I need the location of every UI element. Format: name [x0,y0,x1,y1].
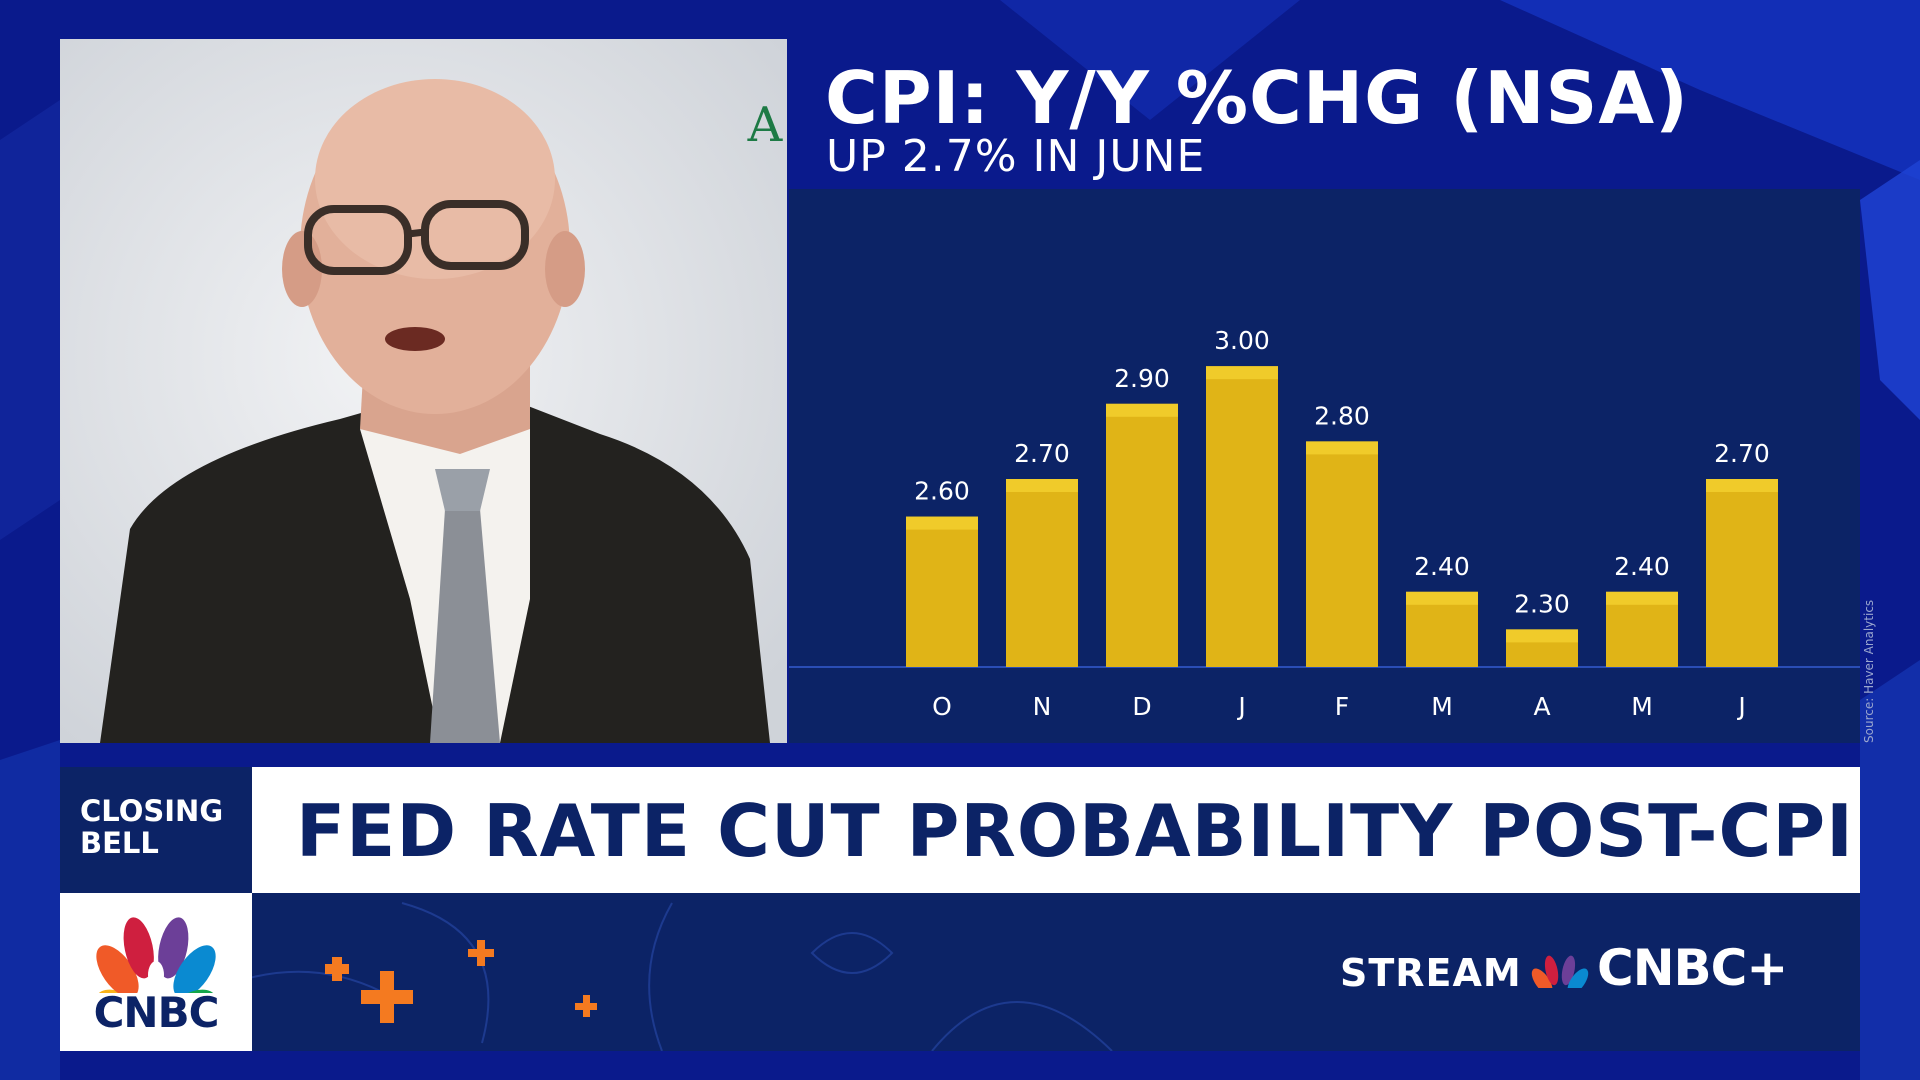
bar [1206,366,1278,667]
bar [1006,479,1078,667]
wall-logo: A [743,97,787,153]
show-name: CLOSING BELL [60,767,252,893]
bar-cap [1206,366,1278,379]
x-tick-label: J [1236,692,1245,721]
data-label: 2.30 [1514,589,1570,618]
data-label: 2.80 [1314,401,1370,430]
x-tick-label: M [1431,692,1453,721]
guest-video-feed: A [60,39,787,743]
cnbc-plus-peacock-icon [1527,948,1593,988]
bar [906,517,978,667]
x-tick-label: F [1335,692,1349,721]
bar-chart: 2.60 O 2.70 N 2.90 D 3.00 J 2.80 F 2.40 M 2.30 A 2.40 M… [789,189,1860,743]
data-label: 2.60 [914,477,970,506]
x-tick-label: D [1132,692,1151,721]
data-label: 3.00 [1214,326,1270,355]
stream-brand: CNBC+ [1597,939,1787,997]
bar-cap [1106,404,1178,417]
network-logo-text: CNBC [60,988,252,1037]
chart-panel: 2.60 O 2.70 N 2.90 D 3.00 J 2.80 F 2.40 M 2.30 A 2.40 M… [789,189,1860,743]
data-label: 2.70 [1714,439,1770,468]
network-logo: CNBC [60,893,252,1051]
headline: FED RATE CUT PROBABILITY POST-CPI [296,789,1854,873]
x-tick-label: A [1533,692,1550,721]
ticker-bar: STREAM CNBC+ [252,893,1860,1051]
data-label: 2.70 [1014,439,1070,468]
x-tick-label: N [1033,692,1052,721]
guest-image [60,39,787,743]
bar-cap [1306,441,1378,454]
data-label: 2.90 [1114,364,1170,393]
bar-cap [906,517,978,530]
bar-cap [1506,629,1578,642]
stream-label: STREAM [1340,951,1522,995]
bar [1106,404,1178,667]
bar-cap [1006,479,1078,492]
headline-bar: FED RATE CUT PROBABILITY POST-CPI [252,767,1860,893]
source-note: Source: Haver Analytics [1862,600,1876,743]
data-label: 2.40 [1614,552,1670,581]
x-tick-label: M [1631,692,1653,721]
x-tick-label: O [932,692,952,721]
bar [1306,441,1378,667]
bar [1706,479,1778,667]
data-label: 2.40 [1414,552,1470,581]
peacock-icon [60,893,252,993]
chart-subtitle: UP 2.7% IN JUNE [826,132,1205,182]
chart-title: CPI: Y/Y %CHG (NSA) [825,58,1689,138]
bar-cap [1406,592,1478,605]
x-tick-label: J [1736,692,1745,721]
bar-cap [1606,592,1678,605]
bar-cap [1706,479,1778,492]
